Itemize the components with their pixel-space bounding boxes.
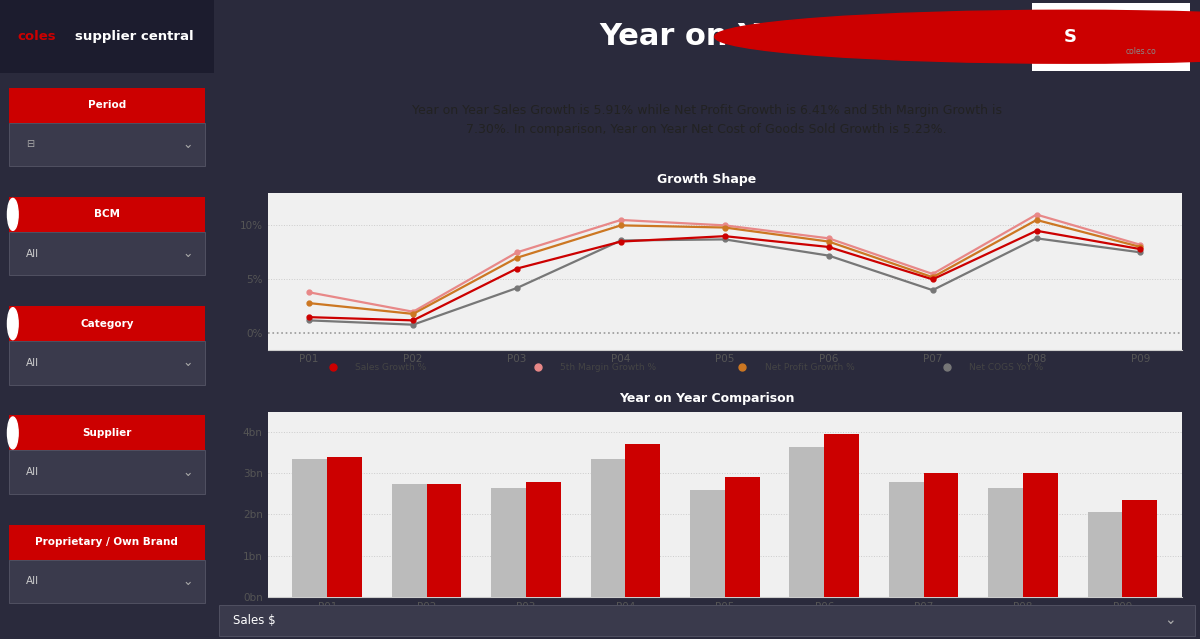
Text: ⊟: ⊟: [25, 139, 34, 150]
Bar: [1032, 3, 1190, 70]
Text: All: All: [25, 249, 38, 259]
Text: Sales $: Sales $: [233, 614, 276, 627]
Bar: [8, 232, 205, 275]
Circle shape: [7, 198, 18, 231]
Bar: [8, 306, 205, 341]
Text: Net Profit Growth %: Net Profit Growth %: [764, 362, 854, 372]
Text: supplier central: supplier central: [74, 30, 193, 43]
Bar: [8, 123, 205, 166]
Text: Secret: Secret: [1126, 19, 1171, 32]
Bar: [690, 489, 725, 597]
Bar: [725, 477, 760, 597]
Bar: [491, 488, 526, 597]
Bar: [8, 415, 205, 450]
Bar: [1122, 500, 1157, 597]
Bar: [8, 525, 205, 560]
Text: 5th Margin Growth %: 5th Margin Growth %: [560, 362, 656, 372]
Bar: [8, 88, 205, 123]
Bar: [590, 459, 625, 597]
Bar: [8, 197, 205, 232]
Bar: [293, 459, 328, 597]
Circle shape: [7, 417, 18, 449]
Bar: [218, 605, 1195, 636]
Bar: [0, 0, 214, 73]
Text: Sales Growth %: Sales Growth %: [355, 362, 426, 372]
Bar: [8, 560, 205, 603]
Bar: [392, 484, 427, 597]
Circle shape: [715, 10, 1200, 63]
Text: All: All: [25, 467, 38, 477]
Bar: [526, 482, 560, 597]
Bar: [328, 457, 362, 597]
Bar: [625, 445, 660, 597]
Bar: [790, 447, 824, 597]
Text: S: S: [1063, 27, 1076, 46]
Bar: [988, 488, 1022, 597]
Text: Year on Year Sales Growth is 5.91% while Net Profit Growth is 6.41% and 5th Marg: Year on Year Sales Growth is 5.91% while…: [412, 104, 1002, 136]
Bar: [1022, 473, 1057, 597]
Text: Period: Period: [88, 100, 126, 110]
Text: All: All: [25, 358, 38, 368]
Bar: [8, 450, 205, 494]
Text: Supplier: Supplier: [82, 428, 132, 438]
Text: coles.co: coles.co: [1126, 47, 1157, 56]
Text: ⌄: ⌄: [182, 138, 193, 151]
Text: Proprietary / Own Brand: Proprietary / Own Brand: [35, 537, 179, 547]
Text: Year on Year: Year on Year: [600, 22, 814, 51]
Text: Category: Category: [80, 319, 133, 328]
Bar: [8, 341, 205, 385]
Circle shape: [7, 307, 18, 340]
Text: coles: coles: [17, 30, 55, 43]
Text: ⌄: ⌄: [182, 575, 193, 588]
Text: BCM: BCM: [94, 210, 120, 219]
Bar: [1087, 512, 1122, 597]
Bar: [427, 484, 462, 597]
Text: ⌄: ⌄: [182, 357, 193, 369]
Text: Net COGS YoY %: Net COGS YoY %: [970, 362, 1044, 372]
Text: ⌄: ⌄: [1164, 613, 1175, 627]
Bar: [824, 434, 859, 597]
Text: ⌄: ⌄: [182, 247, 193, 260]
Text: Growth Shape: Growth Shape: [658, 173, 756, 186]
Bar: [924, 473, 959, 597]
Text: All: All: [25, 576, 38, 587]
Text: ⌄: ⌄: [182, 466, 193, 479]
Text: Year on Year Comparison: Year on Year Comparison: [619, 392, 794, 404]
Bar: [889, 482, 924, 597]
